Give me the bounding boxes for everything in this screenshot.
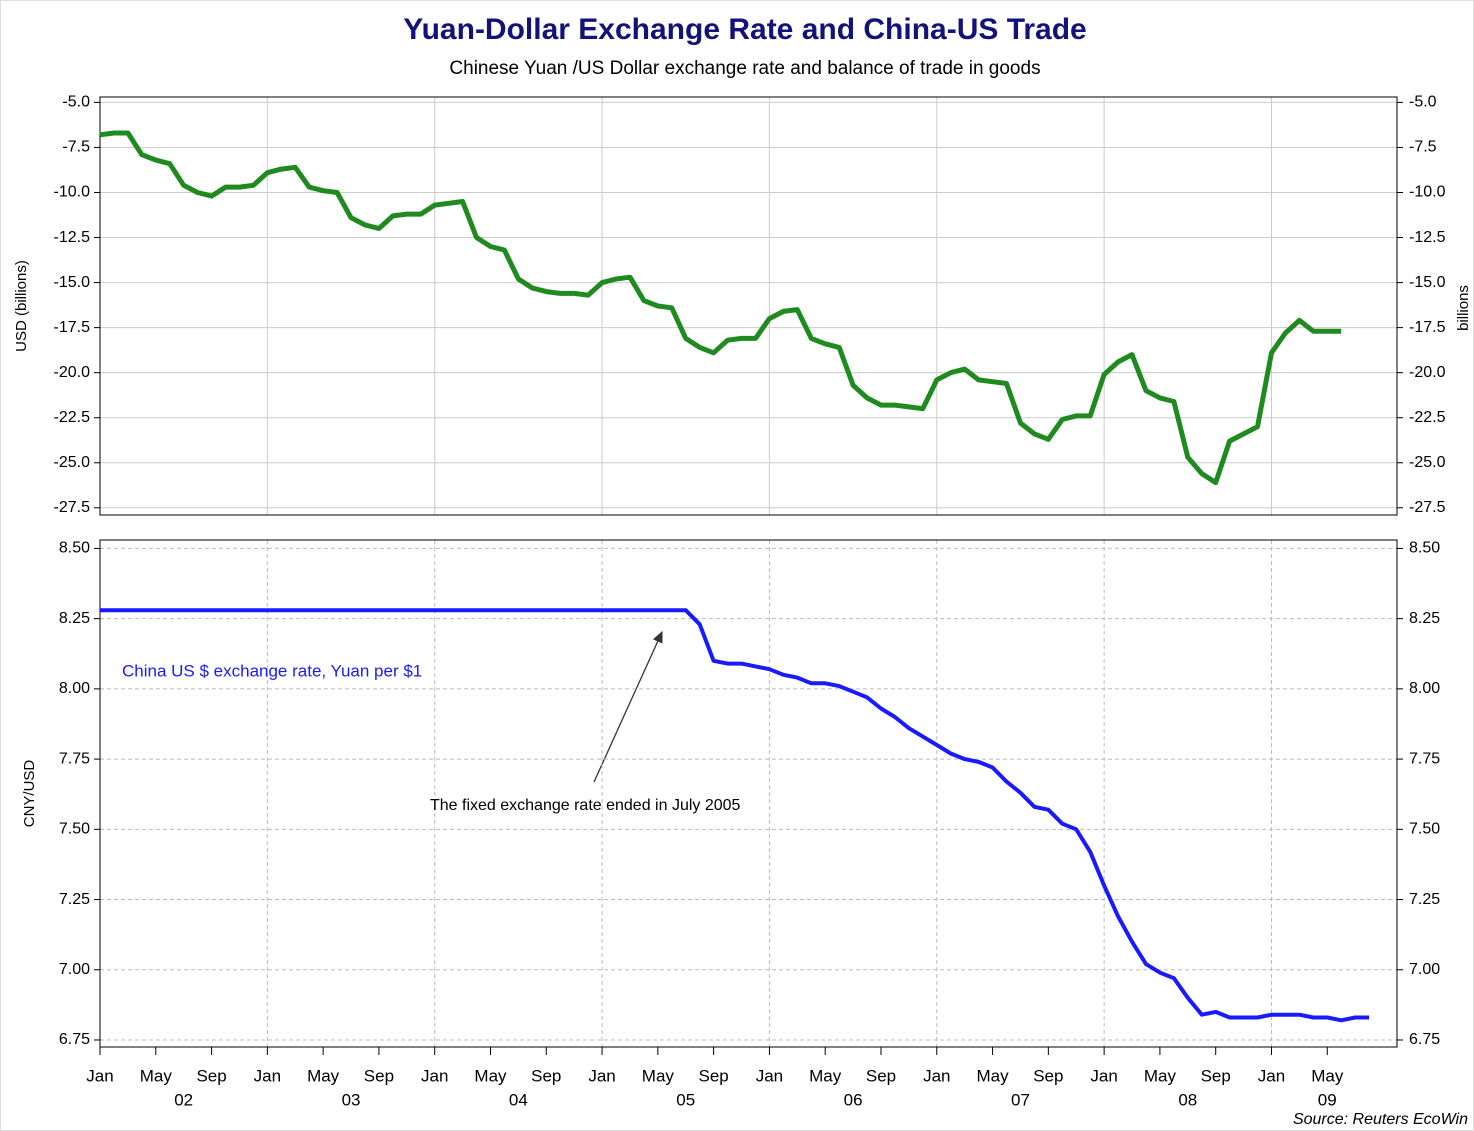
plot-frame xyxy=(99,96,1398,516)
x-tick-label: Sep xyxy=(1033,1066,1063,1085)
x-tick-label: Jan xyxy=(756,1066,783,1085)
y-tick-label: -12.5 xyxy=(54,229,91,246)
y2-tick-label: -22.5 xyxy=(1409,409,1446,426)
source: Source: Reuters EcoWin xyxy=(1293,1111,1468,1128)
x-tick-label: Sep xyxy=(699,1066,729,1085)
x-year-label: 05 xyxy=(676,1090,695,1109)
x-tick-label: Sep xyxy=(866,1066,896,1085)
x-tick-label: Sep xyxy=(196,1066,226,1085)
y-tick-label: -22.5 xyxy=(54,409,91,426)
y-tick-label: 8.50 xyxy=(59,540,90,557)
y2-tick-label: -20.0 xyxy=(1409,364,1446,381)
annotation: The fixed exchange rate ended in July 20… xyxy=(430,797,741,814)
x-tick-label: May xyxy=(1311,1066,1344,1085)
x-year-label: 06 xyxy=(844,1090,863,1109)
x-tick-label: Jan xyxy=(86,1066,113,1085)
x-year-label: 02 xyxy=(174,1090,193,1109)
x-tick-label: Jan xyxy=(588,1066,615,1085)
x-tick-label: Jan xyxy=(1258,1066,1285,1085)
x-tick-label: Sep xyxy=(531,1066,561,1085)
x-tick-label: May xyxy=(642,1066,675,1085)
y2-tick-label: 7.50 xyxy=(1409,821,1440,838)
x-tick-label: May xyxy=(474,1066,507,1085)
y-axis-label: CNY/USD xyxy=(21,760,38,828)
y-tick-label: 8.25 xyxy=(59,610,90,627)
y2-axis-label: billions xyxy=(1455,285,1472,331)
y-tick-label: 7.00 xyxy=(59,961,90,978)
annotation-arrow xyxy=(593,630,663,783)
x-year-label: 04 xyxy=(509,1090,528,1109)
x-tick-label: Sep xyxy=(364,1066,394,1085)
x-tick-label: Sep xyxy=(1201,1066,1231,1085)
y2-tick-label: 7.00 xyxy=(1409,961,1440,978)
plot-frame xyxy=(99,539,1398,1048)
y2-tick-label: 7.75 xyxy=(1409,750,1440,767)
y-tick-label: 6.75 xyxy=(59,1031,90,1048)
series-line xyxy=(99,130,1342,486)
y-tick-label: -7.5 xyxy=(62,139,90,156)
y2-tick-label: -15.0 xyxy=(1409,274,1446,291)
x-tick-label: Jan xyxy=(923,1066,950,1085)
y2-tick-label: 8.00 xyxy=(1409,680,1440,697)
y2-tick-label: 6.75 xyxy=(1409,1031,1440,1048)
y2-tick-label: -7.5 xyxy=(1409,139,1437,156)
y-tick-label: 7.25 xyxy=(59,891,90,908)
y-tick-label: -10.0 xyxy=(54,184,91,201)
y2-tick-label: -27.5 xyxy=(1409,499,1446,516)
x-year-label: 09 xyxy=(1318,1090,1337,1109)
y-tick-label: 7.50 xyxy=(59,821,90,838)
x-tick-label: May xyxy=(140,1066,173,1085)
x-tick-label: Jan xyxy=(1090,1066,1117,1085)
y2-tick-label: -12.5 xyxy=(1409,229,1446,246)
x-year-label: 08 xyxy=(1178,1090,1197,1109)
x-tick-label: May xyxy=(1144,1066,1177,1085)
y-tick-label: -25.0 xyxy=(54,454,91,471)
x-tick-label: Jan xyxy=(421,1066,448,1085)
series-line xyxy=(100,608,1370,1023)
x-tick-label: May xyxy=(976,1066,1009,1085)
x-tick-label: May xyxy=(809,1066,842,1085)
y-tick-label: 8.00 xyxy=(59,680,90,697)
chart-title: Yuan-Dollar Exchange Rate and China-US T… xyxy=(403,13,1087,46)
y2-tick-label: -25.0 xyxy=(1409,454,1446,471)
y2-tick-label: -5.0 xyxy=(1409,94,1437,111)
y-tick-label: -5.0 xyxy=(62,94,90,111)
y2-tick-label: -17.5 xyxy=(1409,319,1446,336)
y2-tick-label: -10.0 xyxy=(1409,184,1446,201)
y-axis-label: USD (billions) xyxy=(13,260,30,352)
y-tick-label: -15.0 xyxy=(54,274,91,291)
y-tick-label: 7.75 xyxy=(59,750,90,767)
y2-tick-label: 7.25 xyxy=(1409,891,1440,908)
y-tick-label: -20.0 xyxy=(54,364,91,381)
y-tick-label: -27.5 xyxy=(54,499,91,516)
x-year-label: 03 xyxy=(342,1090,361,1109)
legend-label: China US $ exchange rate, Yuan per $1 xyxy=(122,661,422,680)
x-year-label: 07 xyxy=(1011,1090,1030,1109)
y2-tick-label: 8.50 xyxy=(1409,540,1440,557)
x-tick-label: Jan xyxy=(254,1066,281,1085)
y-tick-label: -17.5 xyxy=(54,319,91,336)
x-tick-label: May xyxy=(307,1066,340,1085)
y2-tick-label: 8.25 xyxy=(1409,610,1440,627)
chart-subtitle: Chinese Yuan /US Dollar exchange rate an… xyxy=(449,58,1040,79)
